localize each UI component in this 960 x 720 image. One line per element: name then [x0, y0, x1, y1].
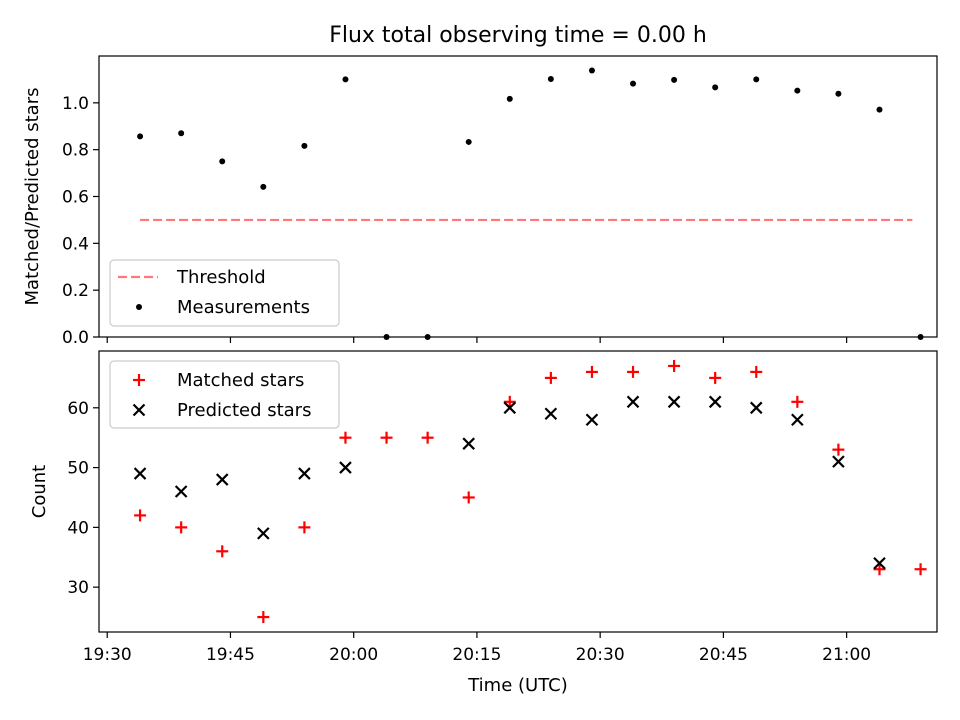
matched-star-point	[750, 365, 763, 378]
top-y-tick-label: 0.4	[62, 234, 89, 254]
matched-star-point	[873, 563, 886, 576]
measurement-point	[671, 76, 678, 83]
matched-star-point	[585, 365, 598, 378]
predicted-star-point	[503, 401, 517, 415]
legend-threshold-label: Threshold	[176, 267, 266, 288]
bottom-axes-frame	[98, 350, 938, 633]
predicted-star-point	[708, 395, 722, 409]
matched-star-point	[668, 359, 681, 372]
matched-star-point	[421, 431, 434, 444]
predicted-star-point	[749, 401, 763, 415]
measurement-point	[178, 130, 185, 137]
chart-title: Flux total observing time = 0.00 h	[329, 23, 707, 48]
legend-matched-swatch	[133, 374, 145, 386]
matched-star-point	[914, 563, 927, 576]
measurement-point	[342, 76, 349, 83]
legend-predicted-label: Predicted stars	[177, 400, 311, 421]
x-tick-label: 20:30	[576, 645, 625, 665]
matched-star-point	[216, 545, 229, 558]
matched-star-point	[503, 395, 516, 408]
measurement-point	[137, 133, 144, 140]
measurement-point	[630, 80, 637, 87]
predicted-star-point	[298, 467, 311, 480]
legend-matched-label: Matched stars	[177, 370, 304, 391]
measurement-point	[506, 95, 513, 102]
legend-frame	[109, 360, 340, 429]
measurement-point	[301, 142, 308, 149]
predicted-star-point	[133, 467, 147, 480]
matched-star-point	[298, 521, 311, 534]
bottom-y-tick-label: 60	[67, 399, 89, 419]
measurement-point	[876, 106, 883, 113]
predicted-star-point	[174, 485, 188, 498]
top-panel: 0.0 0.2 0.4 0.6 0.8 1.0 Matched/Predicted sta…	[22, 55, 938, 348]
x-tick-label: 20:15	[452, 645, 501, 665]
predicted-star-point	[873, 556, 886, 570]
matched-star-point	[709, 371, 722, 384]
top-y-tick-label: 1.0	[62, 94, 89, 114]
matched-star-point	[175, 521, 188, 534]
legend-frame	[109, 259, 340, 327]
predicted-star-point	[257, 527, 270, 540]
measurement-point	[794, 87, 801, 94]
top-y-tick-label: 0.8	[62, 141, 89, 161]
bottom-legend: Matched stars Predicted stars	[109, 360, 340, 429]
matched-star-point	[339, 431, 352, 444]
legend-measurement-swatch	[136, 304, 142, 310]
measurement-point	[465, 138, 472, 145]
measurement-point	[588, 67, 595, 74]
predicted-star-point	[462, 437, 475, 450]
bottom-y-axis-label: Count	[29, 465, 50, 518]
matched-star-point	[627, 365, 640, 378]
x-tick-label: 19:45	[206, 645, 255, 665]
matched-star-point	[257, 611, 270, 624]
predicted-star-point	[626, 395, 640, 409]
measurement-point	[219, 158, 226, 165]
x-tick-label: 20:00	[329, 645, 378, 665]
predicted-star-point	[585, 413, 599, 427]
matched-star-point	[791, 395, 804, 408]
measurement-point	[260, 183, 267, 190]
x-tick-label: 21:00	[822, 645, 871, 665]
bottom-y-tick-label: 30	[67, 578, 89, 598]
predicted-star-point	[544, 407, 558, 421]
bottom-y-tick-label: 40	[67, 518, 89, 538]
matched-star-point	[380, 431, 393, 444]
top-y-tick-label: 0.0	[62, 328, 89, 348]
matched-star-point	[832, 443, 845, 456]
measurement-point	[835, 90, 842, 97]
x-tick-label: 20:45	[699, 645, 748, 665]
measurement-point	[547, 75, 554, 82]
predicted-star-point	[791, 413, 804, 427]
matched-star-point	[462, 491, 475, 504]
bottom-panel: 30 40 50 60 19:30 19:45 20:00 20:15 20:30 20:45 21…	[29, 350, 938, 696]
measurement-point	[753, 76, 760, 83]
matched-star-point	[544, 371, 557, 384]
top-legend: Threshold Measurements	[109, 259, 340, 327]
bottom-y-tick-label: 50	[67, 459, 89, 479]
legend-predicted-swatch	[132, 403, 146, 417]
top-y-tick-label: 0.6	[62, 188, 89, 208]
top-y-axis-label: Matched/Predicted stars	[22, 88, 43, 306]
predicted-star-point	[832, 455, 845, 468]
predicted-star-point	[215, 473, 229, 486]
x-tick-label: 19:30	[83, 645, 132, 665]
x-axis-label: Time (UTC)	[467, 675, 568, 696]
measurement-point	[712, 84, 719, 91]
top-y-tick-label: 0.2	[62, 281, 89, 301]
predicted-star-point	[667, 395, 681, 409]
matched-star-point	[134, 509, 147, 522]
predicted-star-point	[339, 461, 352, 474]
legend-measurement-label: Measurements	[177, 297, 310, 318]
